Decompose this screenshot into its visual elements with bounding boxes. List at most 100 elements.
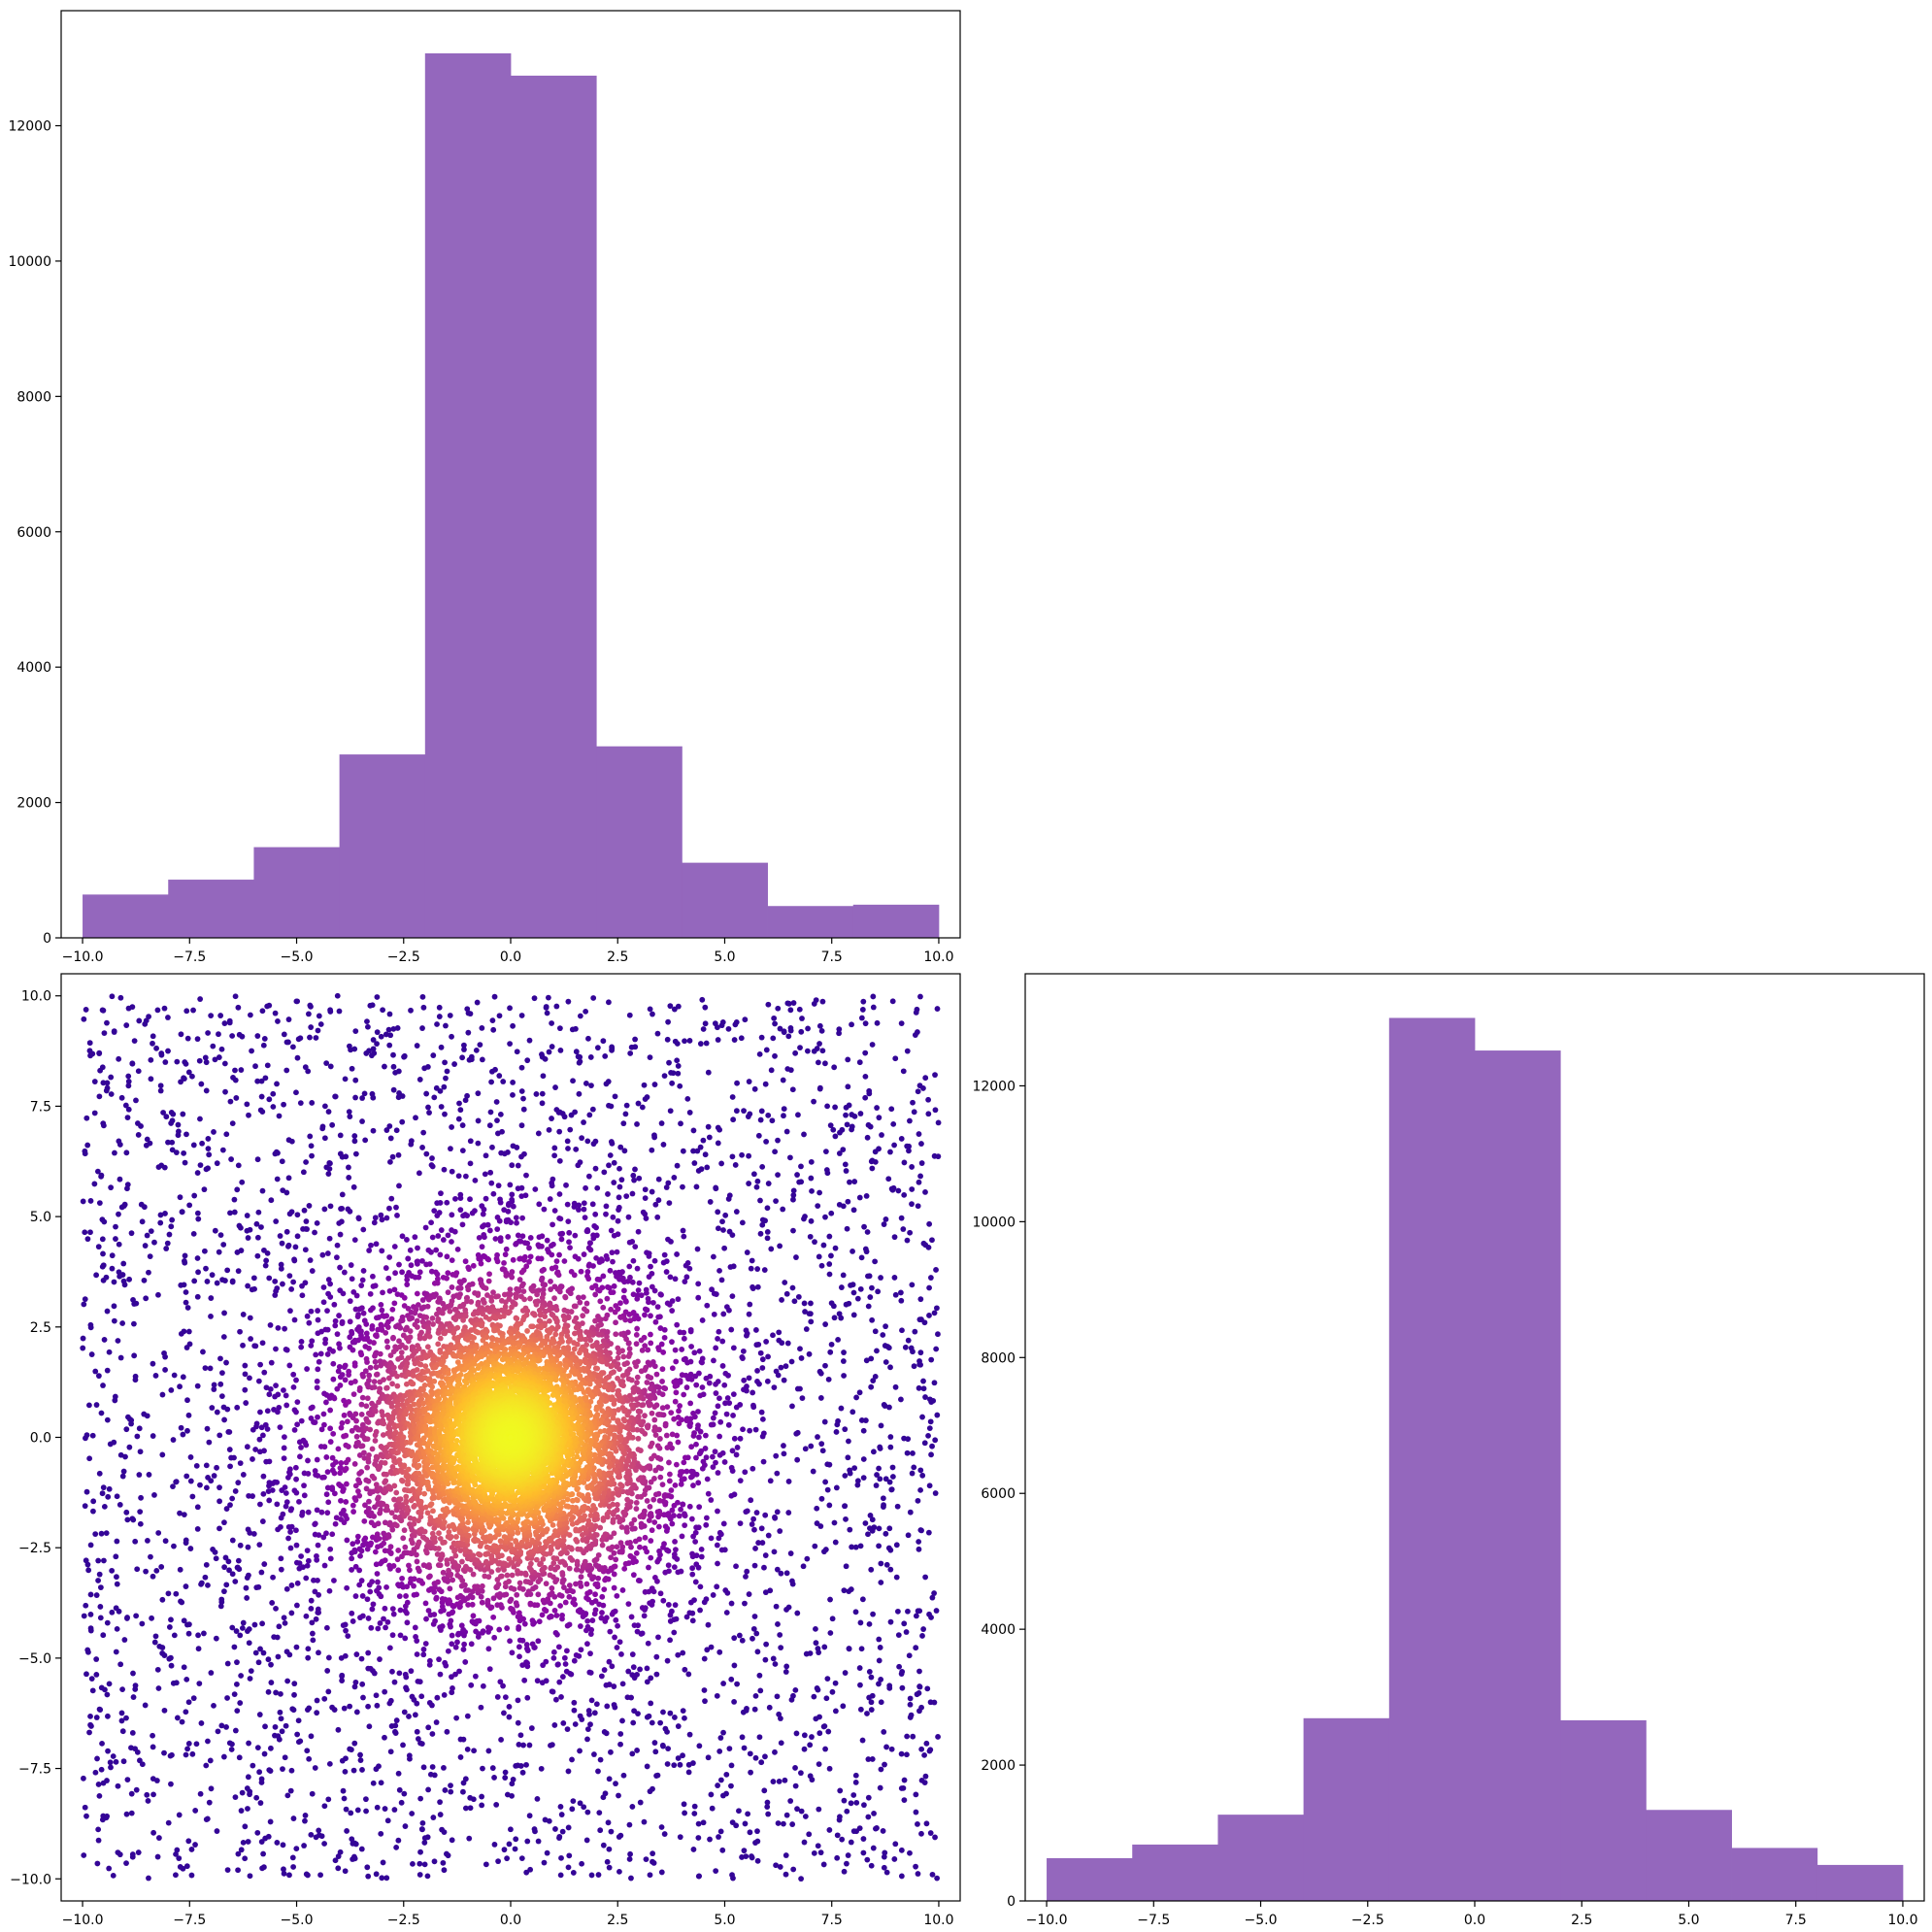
scatter-point bbox=[153, 1045, 159, 1051]
scatter-point bbox=[352, 1563, 359, 1570]
scatter-point bbox=[671, 1006, 678, 1013]
scatter-point bbox=[661, 1541, 667, 1548]
scatter-point bbox=[495, 1130, 501, 1137]
scatter-point bbox=[655, 1514, 662, 1520]
scatter-point bbox=[790, 1196, 796, 1203]
scatter-point bbox=[479, 1244, 485, 1250]
scatter-point bbox=[542, 1055, 549, 1062]
scatter-point bbox=[934, 1006, 941, 1012]
scatter-point bbox=[688, 1516, 695, 1522]
scatter-point bbox=[880, 1828, 886, 1834]
scatter-point bbox=[497, 1199, 504, 1206]
scatter-point bbox=[822, 1321, 829, 1327]
scatter-point bbox=[645, 1347, 651, 1353]
scatter-point bbox=[634, 1748, 640, 1753]
scatter-point bbox=[514, 1591, 520, 1598]
scatter-point bbox=[478, 1593, 484, 1600]
scatter-point bbox=[197, 1162, 204, 1168]
scatter-point bbox=[386, 1123, 393, 1129]
scatter-point bbox=[244, 1785, 250, 1791]
scatter-point bbox=[228, 1747, 235, 1752]
scatter-point bbox=[457, 1754, 464, 1760]
scatter-point bbox=[181, 1282, 187, 1288]
scatter-point bbox=[753, 1183, 760, 1190]
scatter-point bbox=[294, 1731, 301, 1738]
scatter-point bbox=[671, 1416, 678, 1422]
scatter-point bbox=[213, 1555, 219, 1562]
scatter-point bbox=[616, 1276, 622, 1282]
scatter-point bbox=[372, 1549, 379, 1555]
scatter-point bbox=[474, 1583, 481, 1589]
scatter-point bbox=[729, 1819, 736, 1826]
scatter-point bbox=[583, 1300, 590, 1307]
scatter-point bbox=[858, 1417, 865, 1423]
scatter-point bbox=[716, 1433, 723, 1440]
scatter-point bbox=[281, 1866, 286, 1873]
scatter-point bbox=[794, 1172, 800, 1178]
scatter-point bbox=[689, 1565, 696, 1572]
scatter-point bbox=[252, 1063, 258, 1070]
scatter-point bbox=[467, 1592, 474, 1599]
scatter-point bbox=[451, 1061, 457, 1067]
scatter-point bbox=[358, 1401, 365, 1408]
scatter-point bbox=[602, 1316, 609, 1322]
scatter-point bbox=[283, 1392, 289, 1399]
scatter-point bbox=[113, 1553, 119, 1560]
scatter-point bbox=[549, 1020, 555, 1026]
scatter-point bbox=[916, 1316, 923, 1323]
scatter-point bbox=[702, 1151, 709, 1158]
scatter-point bbox=[316, 1649, 321, 1656]
scatter-point bbox=[697, 1392, 704, 1399]
scatter-point bbox=[508, 1596, 515, 1603]
scatter-point bbox=[907, 1117, 913, 1124]
scatter-point bbox=[730, 1413, 736, 1418]
scatter-point bbox=[648, 1340, 654, 1347]
scatter-point bbox=[321, 1474, 327, 1481]
scatter-point bbox=[507, 1182, 514, 1188]
scatter-point bbox=[485, 1748, 492, 1754]
scatter-point bbox=[423, 1150, 430, 1157]
scatter-point bbox=[102, 1686, 108, 1693]
scatter-point bbox=[864, 1229, 871, 1235]
scatter-point bbox=[354, 1533, 361, 1540]
scatter-point bbox=[440, 1859, 447, 1866]
scatter-point bbox=[524, 1694, 531, 1701]
scatter-point bbox=[228, 1156, 234, 1162]
scatter-point bbox=[218, 1596, 225, 1603]
scatter-point bbox=[576, 1059, 583, 1066]
scatter-point bbox=[181, 1512, 187, 1518]
scatter-point bbox=[917, 1527, 924, 1533]
scatter-point bbox=[341, 1397, 348, 1404]
scatter-point bbox=[526, 1258, 532, 1265]
scatter-point bbox=[652, 1201, 659, 1208]
scatter-point bbox=[733, 1451, 740, 1458]
scatter-point bbox=[401, 1790, 408, 1797]
scatter-point bbox=[576, 1090, 583, 1097]
scatter-point bbox=[342, 1868, 349, 1875]
scatter-point bbox=[549, 1183, 555, 1189]
scatter-point bbox=[449, 1239, 454, 1245]
scatter-point bbox=[432, 1617, 439, 1624]
scatter-point bbox=[444, 1850, 450, 1857]
scatter-point bbox=[130, 1670, 136, 1677]
scatter-point bbox=[483, 1195, 489, 1202]
scatter-point bbox=[321, 1841, 327, 1847]
scatter-point bbox=[287, 1545, 294, 1551]
scatter-point bbox=[539, 1090, 546, 1097]
scatter-point bbox=[681, 1356, 687, 1363]
scatter-point bbox=[214, 1280, 220, 1286]
scatter-point bbox=[594, 1276, 601, 1282]
scatter-point bbox=[281, 1870, 287, 1877]
scatter-point bbox=[104, 1619, 111, 1626]
scatter-point bbox=[584, 1736, 590, 1743]
scatter-point bbox=[502, 1769, 509, 1776]
scatter-point bbox=[235, 1480, 242, 1486]
scatter-point bbox=[294, 1399, 301, 1406]
scatter-point bbox=[330, 1360, 337, 1367]
scatter-point bbox=[620, 1772, 627, 1779]
scatter-point bbox=[413, 1633, 418, 1640]
scatter-point bbox=[523, 1761, 529, 1768]
scatter-point bbox=[348, 1747, 354, 1753]
scatter-point bbox=[831, 1315, 838, 1321]
scatter-point bbox=[452, 1671, 458, 1678]
